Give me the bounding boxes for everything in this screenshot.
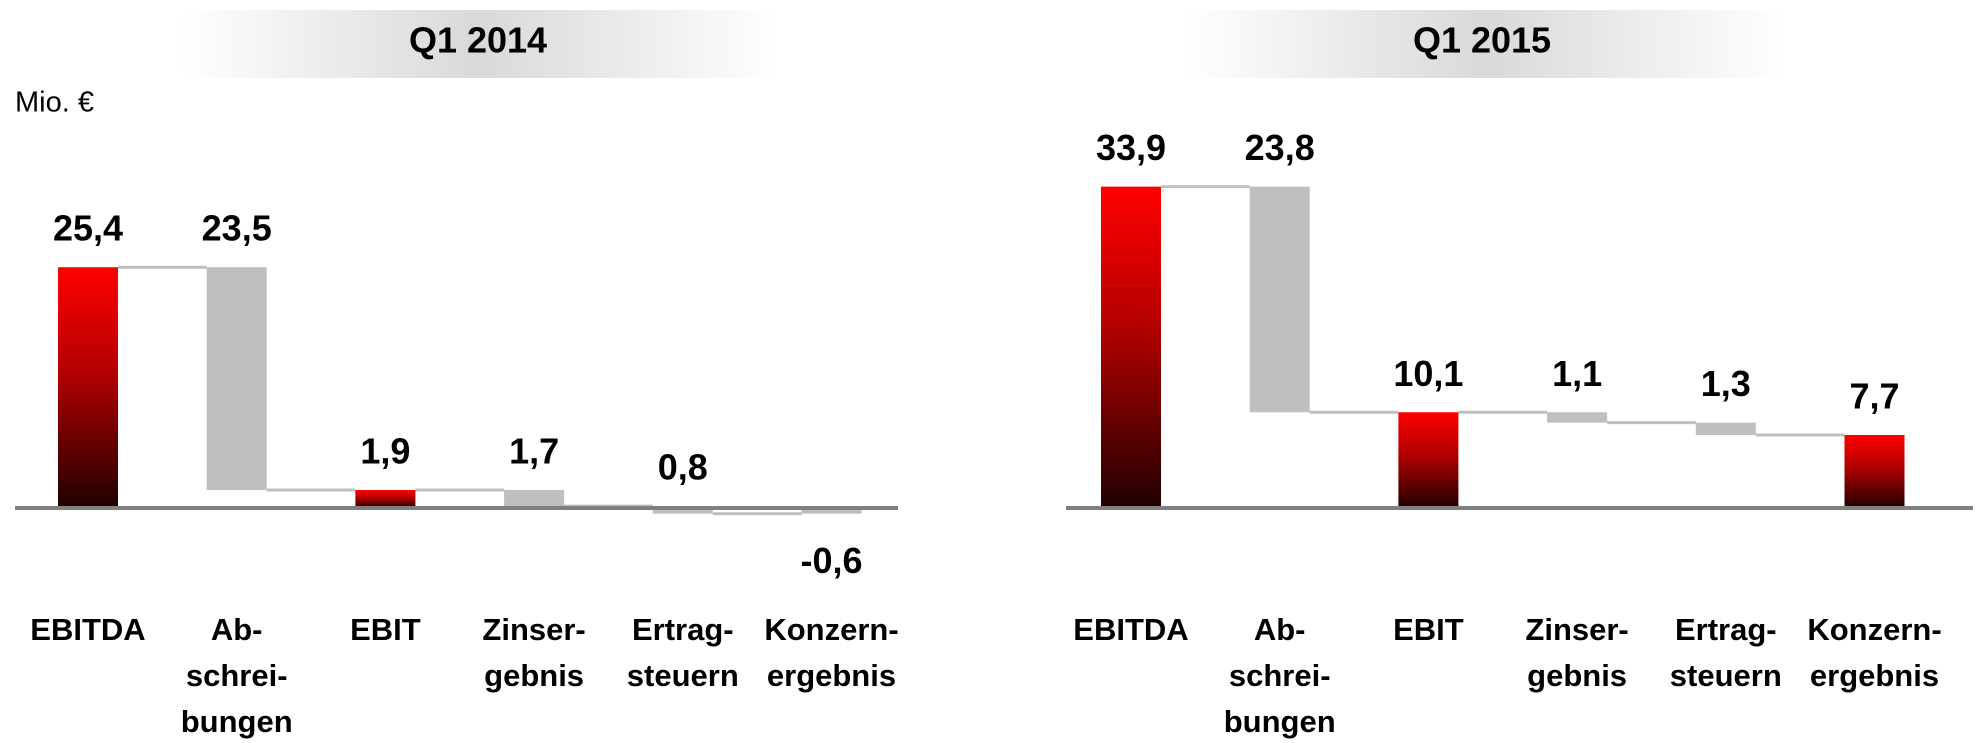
x-tick-label: steuern: [627, 658, 739, 693]
bar: [1844, 435, 1905, 508]
value-label: -0,6: [800, 540, 862, 581]
x-tick-label: Ab-: [1254, 612, 1306, 647]
x-tick-label: Zinser-: [1525, 612, 1628, 647]
value-label: 10,1: [1393, 353, 1463, 394]
value-label: 1,9: [360, 431, 410, 472]
title-band: [1185, 10, 1785, 78]
bar: [801, 508, 862, 514]
x-tick-label: Ab-: [211, 612, 263, 647]
value-label: 1,1: [1552, 353, 1602, 394]
title-band: [180, 10, 780, 78]
value-label: 23,8: [1245, 127, 1315, 168]
bar: [355, 489, 416, 508]
bar: [206, 267, 267, 490]
x-tick-label: ergebnis: [767, 658, 896, 693]
value-label: 0,8: [658, 447, 708, 488]
value-label: 25,4: [53, 208, 123, 249]
bar: [1398, 412, 1459, 508]
x-tick-label: Ertrag-: [1675, 612, 1777, 647]
bar: [1101, 186, 1161, 509]
bar: [58, 267, 118, 508]
x-tick-label: Konzern-: [1807, 612, 1941, 647]
x-tick-label: EBIT: [1393, 612, 1464, 647]
x-tick-label: steuern: [1670, 658, 1782, 693]
x-tick-label: bungen: [181, 704, 293, 739]
value-label: 1,7: [509, 431, 559, 472]
x-tick-label: bungen: [1224, 704, 1336, 739]
value-label: 33,9: [1096, 127, 1166, 168]
x-tick-label: ergebnis: [1810, 658, 1939, 693]
value-label: 1,3: [1701, 363, 1751, 404]
unit-label: Mio. €: [15, 87, 94, 119]
x-tick-label: Ertrag-: [632, 612, 734, 647]
bar: [1547, 412, 1608, 423]
x-tick-label: Konzern-: [764, 612, 898, 647]
chart-title: Q1 2014: [409, 20, 547, 61]
x-tick-label: gebnis: [1527, 658, 1627, 693]
x-tick-label: EBITDA: [30, 612, 145, 647]
value-label: 23,5: [202, 208, 272, 249]
x-tick-label: schrei-: [186, 658, 288, 693]
bar: [504, 489, 565, 507]
x-tick-label: gebnis: [484, 658, 584, 693]
value-label: 7,7: [1849, 376, 1899, 417]
bar: [1695, 422, 1756, 436]
x-tick-label: schrei-: [1229, 658, 1331, 693]
bar: [1249, 186, 1310, 413]
x-tick-label: EBITDA: [1073, 612, 1188, 647]
chart-title: Q1 2015: [1413, 20, 1551, 61]
x-tick-label: EBIT: [350, 612, 421, 647]
x-tick-label: Zinser-: [482, 612, 585, 647]
